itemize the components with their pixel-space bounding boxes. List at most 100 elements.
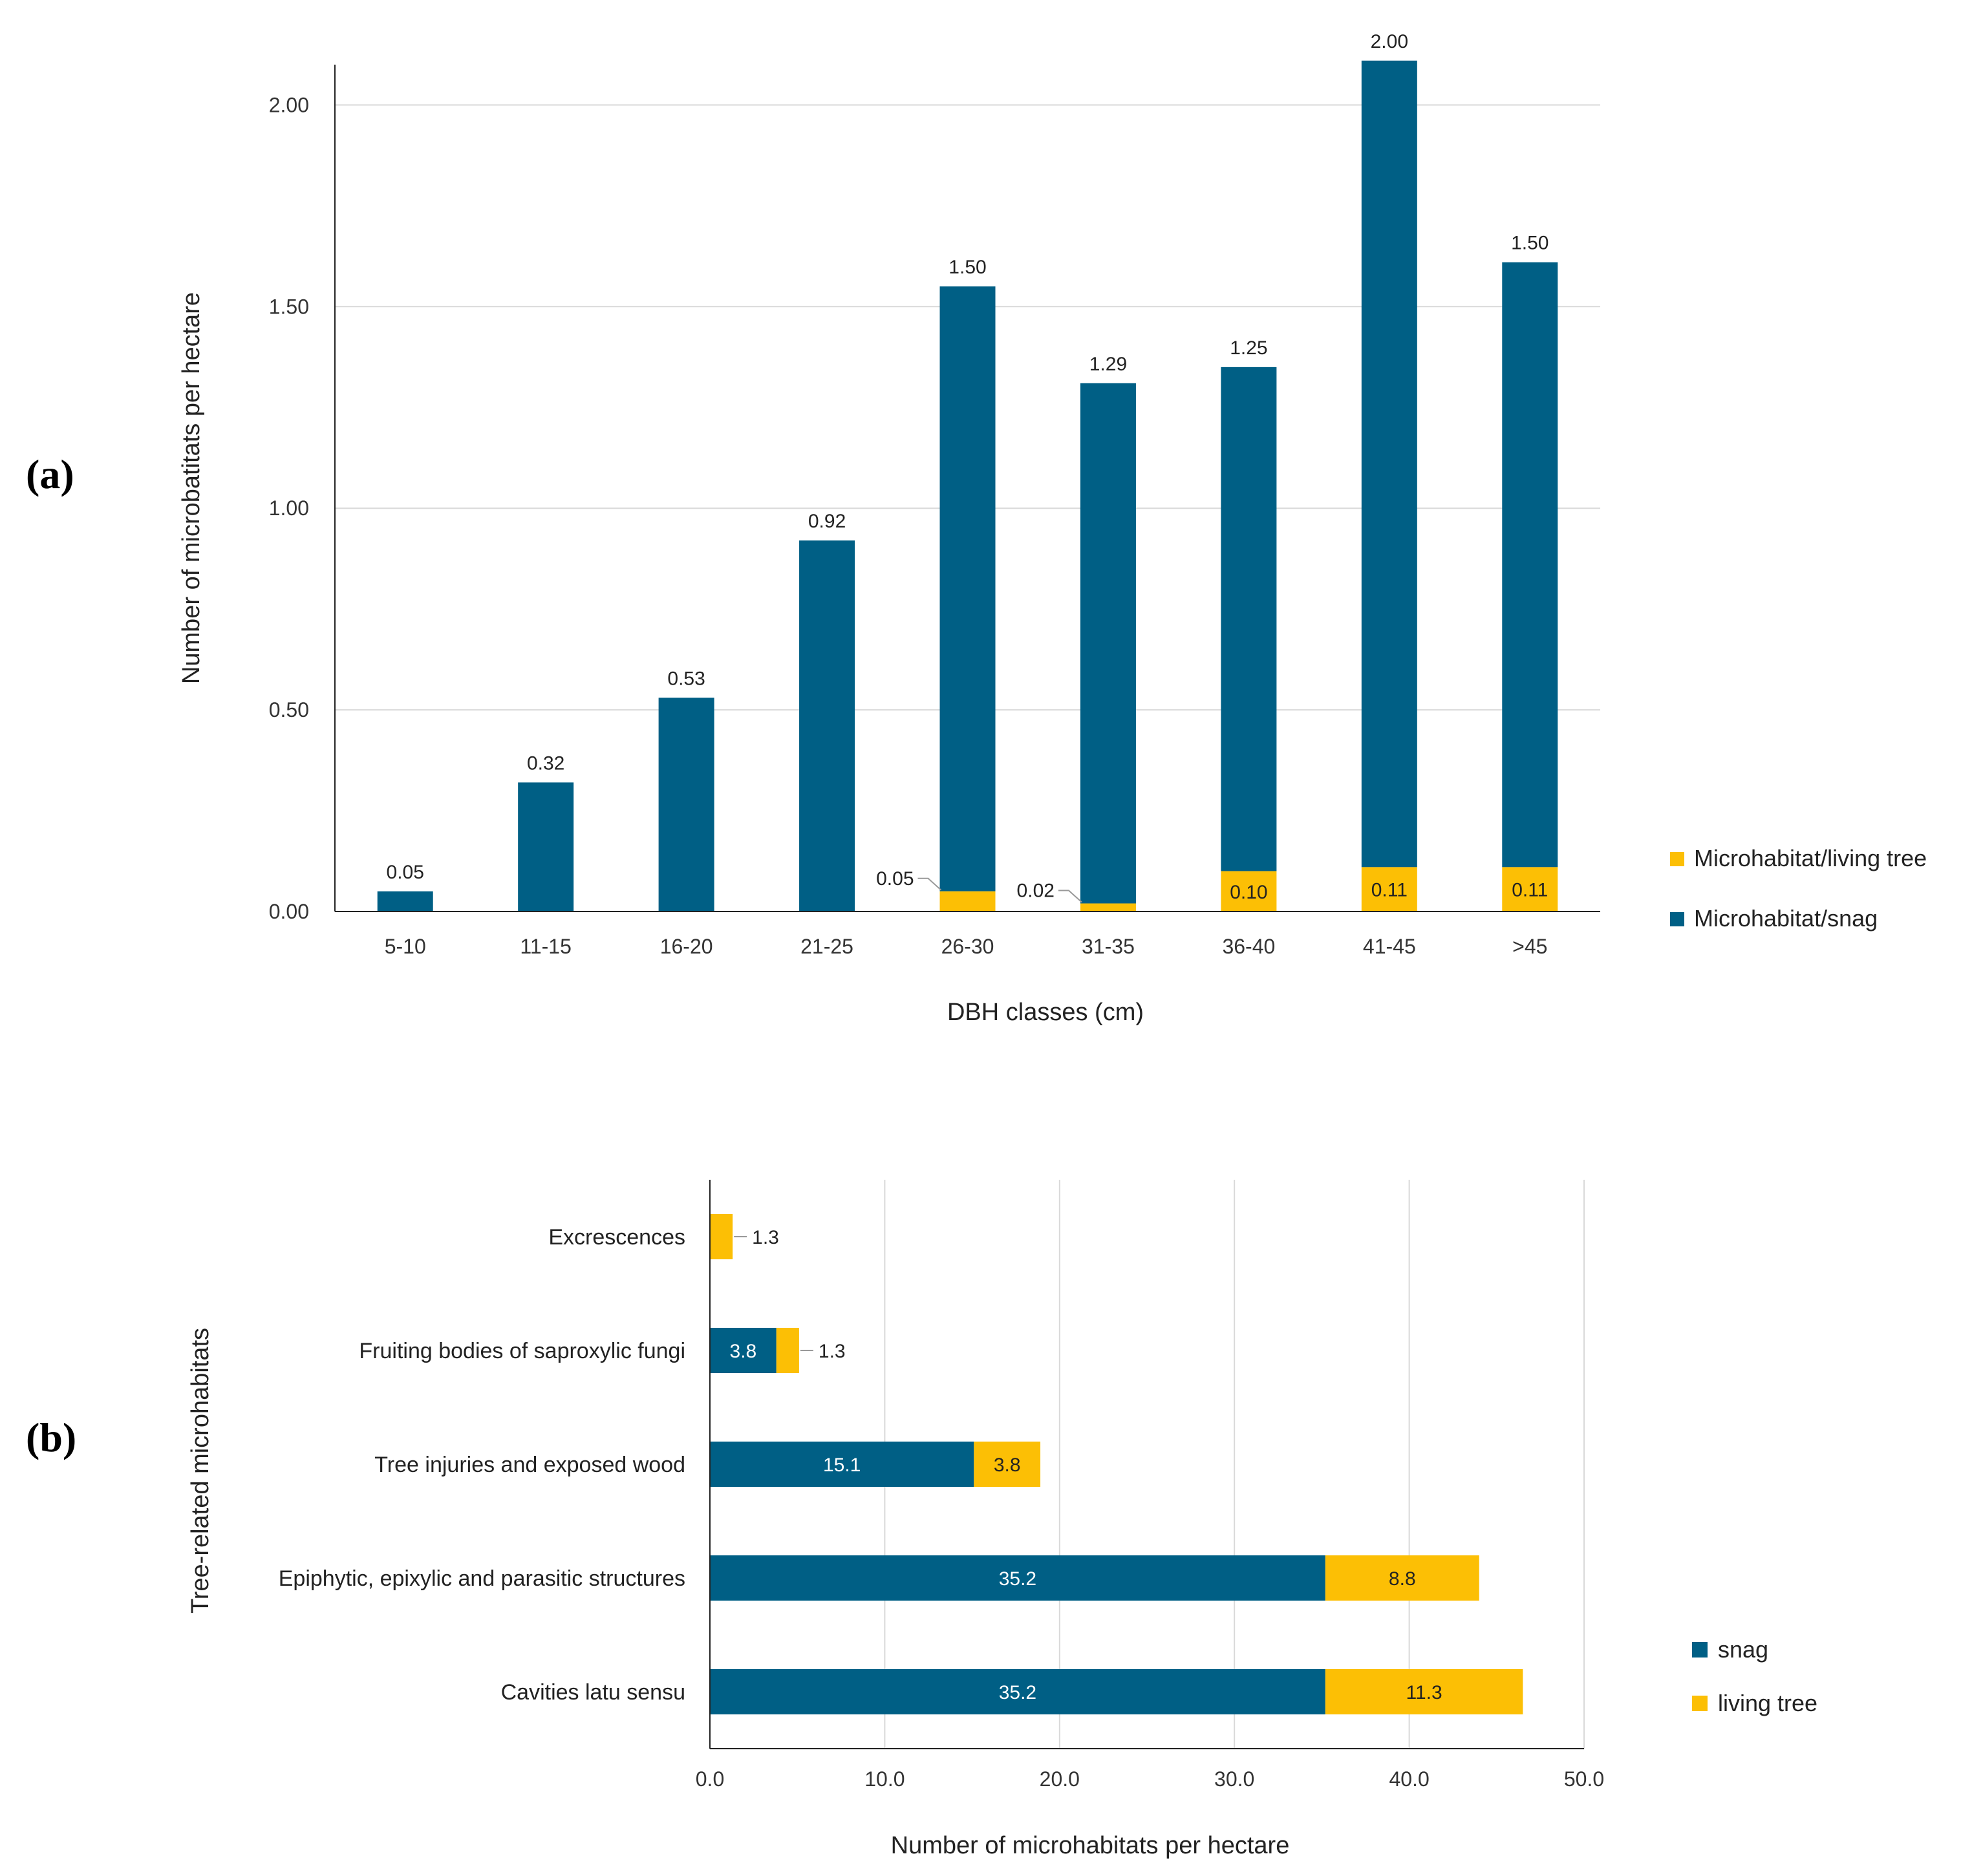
x-tick-label: 36-40: [1222, 935, 1275, 958]
x-tick-label: 11-15: [520, 935, 571, 958]
legend-label-snag: snag: [1718, 1636, 1768, 1663]
data-label-living-tree: 11.3: [1406, 1682, 1442, 1703]
bar-snag: [1361, 60, 1417, 868]
bar-snag: [710, 1555, 1325, 1601]
x-tick-label: 31-35: [1082, 935, 1135, 958]
panel-b-data-labels: 1.3 3.8 1.3 15.1 3.8 35.2 8.8 35.2 11.3: [730, 1227, 1442, 1703]
x-tick-label: 16-20: [660, 935, 713, 958]
bar-snag: [658, 698, 714, 911]
x-tick-label: 50.0: [1564, 1767, 1604, 1791]
x-tick-label: 26-30: [941, 935, 994, 958]
panel-a-y-ticks: 0.00 0.50 1.00 1.50 2.00: [269, 93, 309, 923]
legend-swatch-living-tree: [1692, 1696, 1708, 1711]
data-label-living-tree: 3.8: [994, 1455, 1021, 1476]
bar-snag: [518, 782, 574, 911]
panel-a-y-axis-title: Number of microbatitats per hectare: [178, 292, 205, 684]
bar-snag: [1080, 383, 1136, 904]
leader-line: [917, 877, 942, 891]
y-category-label: Tree injuries and exposed wood: [374, 1453, 685, 1477]
bar-living-tree: [939, 891, 996, 911]
bar-snag: [710, 1328, 777, 1373]
bar-living-tree: [710, 1214, 733, 1259]
panel-a-label: (a): [26, 451, 74, 497]
x-tick-label: >45: [1512, 935, 1547, 958]
x-tick-label: 10.0: [864, 1767, 905, 1791]
bar-living-tree: [1325, 1669, 1523, 1714]
panel-a-legend: Microhabitat/living tree Microhabitat/sna…: [1670, 845, 1927, 932]
data-label-snag: 1.50: [948, 257, 986, 278]
bar-snag: [1502, 262, 1558, 868]
bar-snag: [939, 286, 996, 891]
y-tick-label: 1.50: [269, 295, 309, 318]
data-label-snag: 3.8: [730, 1341, 757, 1362]
panel-b-chart: (b) 0.0 10.0 20.0 30.0 40.0 50.0 Excrescences…: [26, 1180, 1817, 1859]
x-tick-label: 21-25: [800, 935, 853, 958]
legend-swatch-snag: [1670, 912, 1684, 926]
bar-snag: [710, 1669, 1325, 1714]
y-tick-label: 0.00: [269, 900, 309, 923]
panel-b-x-ticks: 0.0 10.0 20.0 30.0 40.0 50.0: [696, 1767, 1604, 1791]
legend-label-living-tree: Microhabitat/living tree: [1694, 845, 1927, 871]
data-label-living-tree: 0.05: [876, 868, 914, 890]
data-label-snag: 0.92: [808, 511, 846, 532]
bar-snag: [1221, 367, 1277, 871]
leader-line: [1058, 890, 1082, 903]
panel-b-y-ticks: Excrescences Fruiting bodies of saproxyli…: [279, 1225, 685, 1705]
bar-living-tree: [1502, 867, 1558, 911]
panel-a-chart: (a) 0.00 0.50 1.00 1.50 2.00 5-10 11-15 16-20 2…: [26, 31, 1927, 1026]
panel-a-x-ticks: 5-10 11-15 16-20 21-25 26-30 31-35 36-40 41-45 >…: [385, 935, 1548, 958]
data-label-snag: 35.2: [999, 1682, 1036, 1703]
panel-b-x-axis-title: Number of microhabitats per hectare: [891, 1832, 1290, 1859]
data-label-snag: 1.25: [1230, 337, 1267, 359]
x-tick-label: 41-45: [1363, 935, 1416, 958]
data-label-living-tree: 1.3: [819, 1341, 846, 1362]
bar-living-tree: [1325, 1555, 1479, 1601]
panel-b-legend: snag living tree: [1692, 1636, 1817, 1716]
data-label-snag: 1.29: [1089, 354, 1127, 375]
data-label-living-tree: 0.11: [1371, 880, 1408, 901]
data-label-snag: 0.32: [527, 752, 564, 774]
bar-living-tree: [1361, 867, 1417, 911]
legend-swatch-snag: [1692, 1642, 1708, 1657]
y-category-label: Fruiting bodies of saproxylic fungi: [359, 1339, 685, 1363]
x-tick-label: 0.0: [696, 1767, 724, 1791]
panel-b-bars: [710, 1214, 1523, 1714]
y-tick-label: 2.00: [269, 93, 309, 116]
bar-snag: [799, 540, 855, 911]
data-label-living-tree: 0.02: [1017, 880, 1055, 902]
bar-living-tree: [1080, 903, 1136, 911]
legend-label-living-tree: living tree: [1718, 1690, 1817, 1716]
data-label-snag: 0.05: [387, 862, 424, 883]
bar-snag: [377, 891, 433, 911]
data-label-snag: 1.50: [1511, 233, 1548, 254]
data-label-living-tree: 0.11: [1512, 880, 1548, 901]
legend-label-snag: Microhabitat/snag: [1694, 905, 1878, 932]
bar-living-tree: [974, 1442, 1041, 1487]
data-label-snag: 0.53: [667, 668, 705, 689]
bar-snag: [710, 1442, 974, 1487]
y-category-label: Epiphytic, epixylic and parasitic struct…: [279, 1566, 685, 1591]
data-label-snag: 15.1: [823, 1455, 861, 1476]
bar-living-tree: [776, 1328, 799, 1373]
panel-a-bars: [377, 60, 1558, 911]
data-label-snag: 2.00: [1371, 31, 1408, 52]
y-tick-label: 0.50: [269, 698, 309, 721]
x-tick-label: 40.0: [1389, 1767, 1429, 1791]
data-label-snag: 35.2: [999, 1568, 1036, 1590]
x-tick-label: 5-10: [385, 935, 426, 958]
x-tick-label: 30.0: [1214, 1767, 1254, 1791]
data-label-living-tree: 1.3: [752, 1227, 779, 1248]
panel-b-y-axis-title: Tree-related microhabitats: [187, 1328, 214, 1614]
y-tick-label: 1.00: [269, 496, 309, 520]
bar-living-tree: [1221, 871, 1277, 911]
panel-a-data-labels: 0.05 0.32 0.53 0.92 1.50 0.05 1.29 0.02 1.25 0.10…: [387, 31, 1549, 903]
panel-a-x-axis-title: DBH classes (cm): [947, 999, 1144, 1026]
x-tick-label: 20.0: [1040, 1767, 1080, 1791]
legend-swatch-living-tree: [1670, 852, 1684, 866]
data-label-living-tree: 0.10: [1230, 882, 1267, 903]
y-category-label: Cavities latu sensu: [501, 1680, 685, 1705]
panel-b-label: (b): [26, 1414, 76, 1460]
y-category-label: Excrescences: [548, 1225, 685, 1250]
data-label-living-tree: 8.8: [1389, 1568, 1416, 1590]
